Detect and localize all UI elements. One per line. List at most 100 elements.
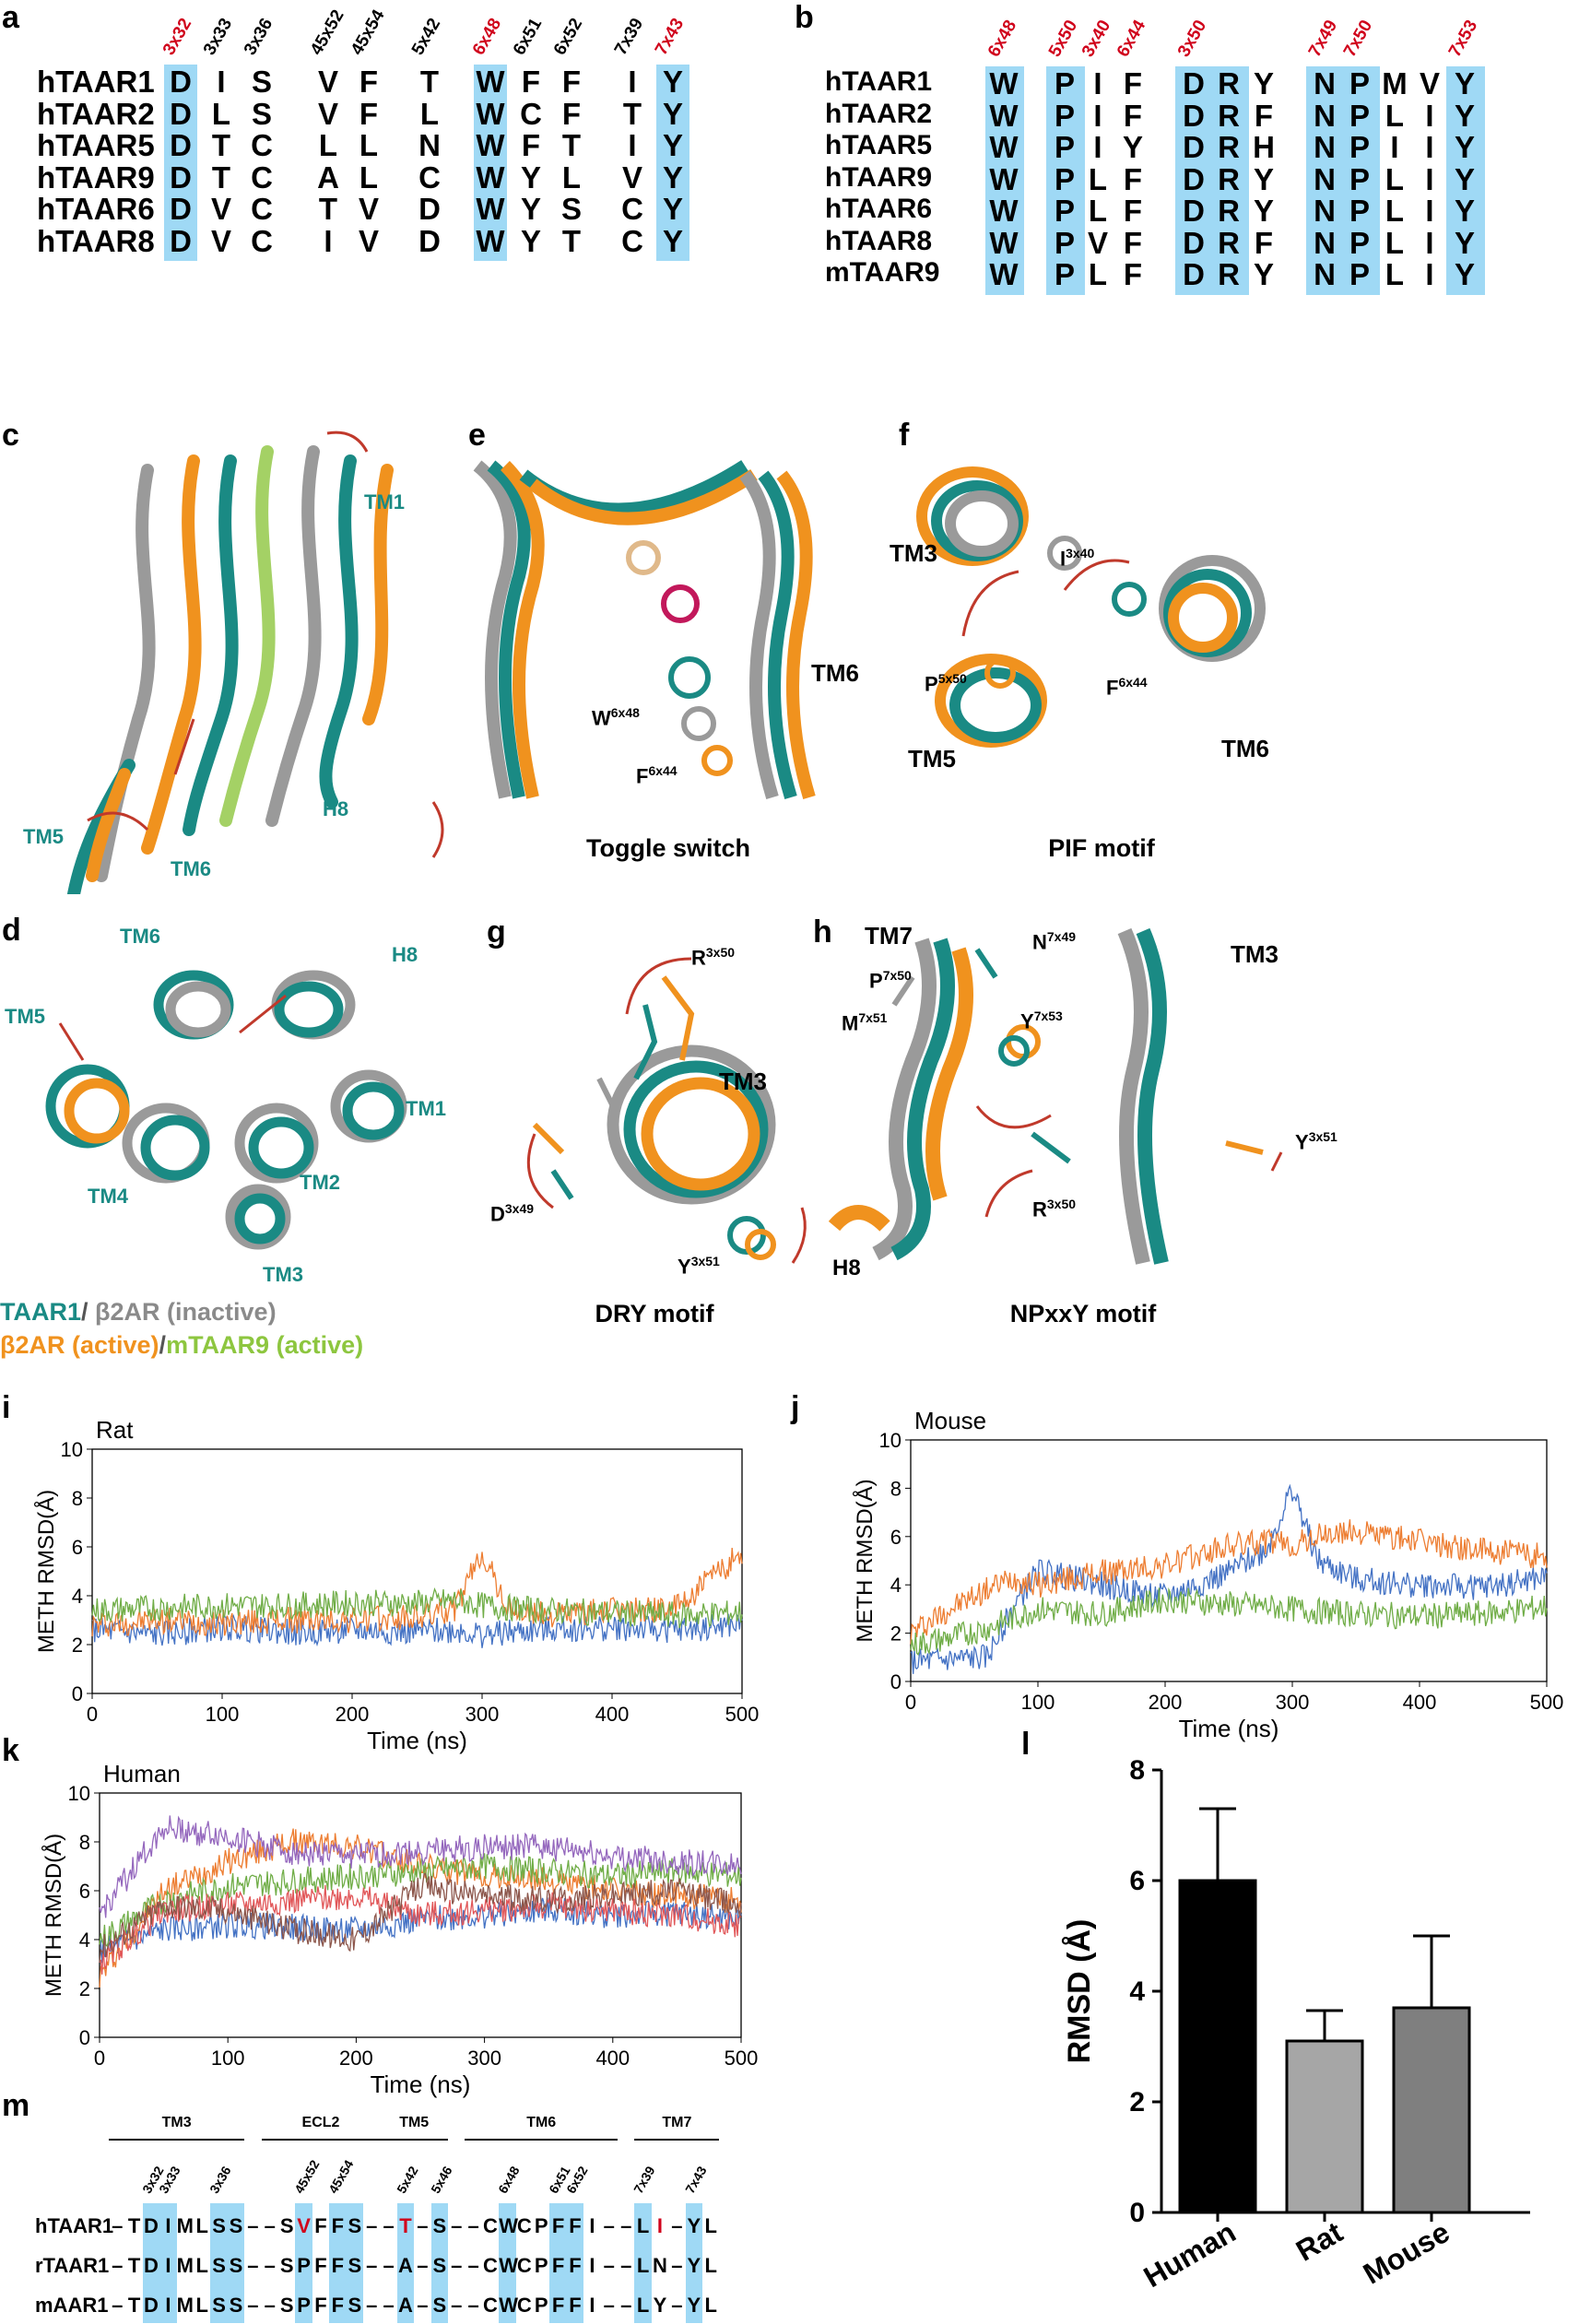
x-tick-label: 300 [1276,1691,1310,1714]
residue: L [1088,194,1108,228]
residue: A [317,159,339,195]
position-label: 6x48 [984,17,1021,61]
alignment-row: hTAAR5 D T C L L N W F T I Y [37,119,701,167]
residue: T [419,65,440,99]
residue: V [317,65,338,99]
residue: Y [1253,161,1274,196]
residue: L [195,2254,208,2277]
legend-b2ar-active: β2AR (active) [0,1331,159,1359]
arrow-icon [87,811,149,832]
residue: V [317,96,338,131]
x-tick-label: Human [1138,2215,1242,2294]
residue: P [1054,98,1075,133]
residue: D [170,96,192,131]
arrow-icon [326,431,369,453]
series-line [910,1519,1548,1645]
residue: F [1254,225,1274,260]
residue: D [1183,225,1205,260]
region-label: TM5 [399,2115,430,2130]
alignment-row: hTAAR2 W P I F D R F N P L I Y [825,89,1526,137]
alignment-highlight [1306,66,1345,295]
residue: S [251,96,272,131]
residue: F [551,2294,565,2317]
residue: – [603,2294,615,2317]
e-w-label: W6x48 [592,705,640,730]
y-tick-label: 2 [79,1977,90,2000]
f-p-label: P5x50 [925,671,967,696]
residue: L [419,96,440,131]
series-line [910,1483,1548,1674]
residue: – [247,2214,259,2237]
f-tm3-label: TM3 [890,539,937,567]
residue: F [569,2254,582,2277]
c-h8-label: H8 [323,797,349,820]
g-tm3-label: TM3 [719,1068,767,1095]
h-m-label: M7x51 [842,1010,888,1035]
residue: P [1054,194,1075,228]
y-axis-label: METH RMSD(Å) [852,1479,878,1642]
residue: – [467,2294,479,2317]
sequence-name: hTAAR6 [37,192,155,226]
residue: C [621,192,643,226]
residue: V [210,223,231,258]
residue: I [628,65,637,99]
position-label: 5x50 [1044,17,1082,61]
g-d-label: D3x49 [490,1201,535,1226]
series-line [99,1872,742,1963]
residue: L [636,2214,650,2237]
position-label: 3x50 [1173,17,1211,61]
residue: – [247,2294,259,2317]
residue: S [279,2294,294,2317]
residue: S [212,2254,226,2277]
alignment-highlight [430,2203,448,2323]
residue: H [1253,130,1275,164]
panel-label-b: b [795,0,814,35]
residue: – [383,2254,395,2277]
residue: F [521,128,541,162]
f-tm6-label: TM6 [1221,735,1269,762]
residue: I [1425,225,1434,260]
residue: – [451,2294,463,2317]
f-i-label: I3x40 [1060,546,1095,571]
x-tick-label: 100 [211,2047,245,2070]
residue: N [653,2254,667,2277]
residue: V [358,192,379,226]
residue: F [331,2294,345,2317]
residue: P [534,2294,548,2317]
alignment-highlight [295,2203,312,2323]
c-tm1-label: TM1 [364,490,405,513]
d-h8-label: H8 [392,943,418,966]
y-tick-label: 6 [890,1526,901,1549]
position-label: 6x52 [549,15,587,59]
y-tick-label: 2 [890,1622,901,1646]
panel-h-structure [828,927,1283,1265]
panel-label-j: j [791,1390,800,1425]
residue: D [1183,130,1205,164]
panel-b-alignment: 6x48 5x50 3x40 6x44 3x50 7x49 7x50 7x53 hTAAR1 W P… [825,0,1562,415]
residue: T [622,96,642,131]
sequence-name: mAAR1 [35,2294,109,2317]
f-caption: PIF motif [1048,834,1155,862]
residue: C [483,2294,498,2317]
residue: W [476,96,505,131]
residue: I [217,65,226,99]
residue: F [1123,194,1143,228]
y-tick-label: 8 [79,1831,90,1854]
residue: P [297,2294,311,2317]
residue: I [589,2294,595,2317]
residue: F [331,2254,345,2277]
residue: T [211,159,231,195]
chart-title: Rat [96,1416,134,1444]
residue: C [516,2254,532,2277]
y-tick-label: 2 [72,1634,83,1657]
sequence-name: hTAAR1 [825,66,933,97]
residue: N [1314,225,1336,260]
residue: R [1218,225,1240,260]
residue: D [418,192,441,226]
series-line [91,1587,743,1629]
residue: Y [662,192,683,226]
x-tick-label: 100 [206,1703,240,1726]
position-label: 3x40 [1078,17,1115,61]
residue: S [348,2294,362,2317]
